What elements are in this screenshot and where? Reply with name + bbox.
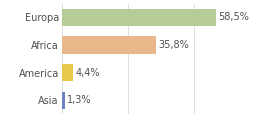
Text: 58,5%: 58,5%	[218, 12, 249, 22]
Text: 4,4%: 4,4%	[75, 68, 100, 78]
Bar	[62, 64, 73, 81]
Text: 1,3%: 1,3%	[67, 95, 92, 105]
Text: 35,8%: 35,8%	[158, 40, 189, 50]
Bar	[62, 36, 156, 54]
Bar	[62, 92, 65, 109]
Bar	[62, 9, 216, 26]
